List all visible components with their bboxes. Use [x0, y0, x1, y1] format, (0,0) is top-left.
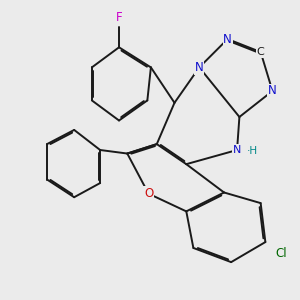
Text: N: N: [268, 85, 277, 98]
Text: N: N: [223, 33, 232, 46]
Text: O: O: [144, 187, 153, 200]
Text: N: N: [195, 61, 204, 74]
Text: ·H: ·H: [247, 146, 258, 156]
Text: Cl: Cl: [275, 248, 286, 260]
Text: F: F: [116, 11, 122, 24]
Text: C: C: [257, 47, 265, 57]
Text: N: N: [233, 145, 241, 155]
